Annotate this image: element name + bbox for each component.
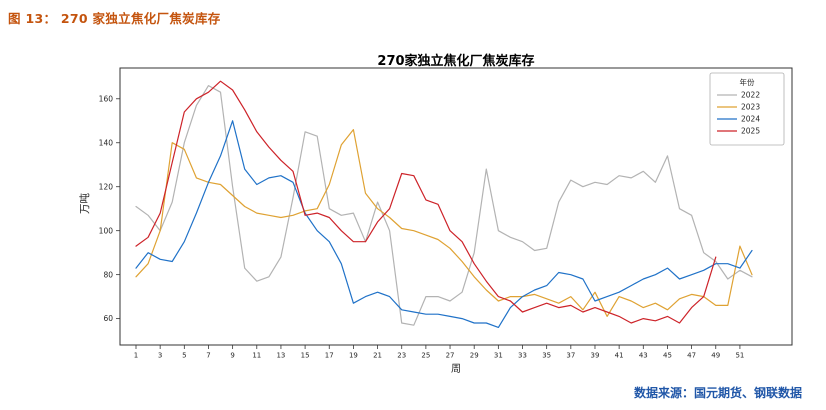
y-tick-label: 160 (99, 94, 114, 103)
figure-caption: 图 13： 270 家独立焦化厂焦炭库存 (8, 11, 221, 26)
x-tick-label: 25 (421, 352, 430, 360)
x-tick-label: 37 (566, 352, 575, 360)
x-tick-label: 43 (639, 352, 648, 360)
x-tick-label: 7 (206, 352, 210, 360)
series-line-2024 (135, 120, 753, 328)
y-tick-label: 140 (99, 138, 114, 147)
y-tick-label: 120 (99, 182, 114, 191)
legend-label-2024: 2024 (741, 115, 760, 124)
x-tick-label: 51 (735, 352, 744, 360)
x-tick-label: 5 (182, 352, 186, 360)
legend-box (709, 72, 785, 146)
x-tick-label: 3 (158, 352, 162, 360)
x-tick-label: 39 (591, 352, 600, 360)
x-tick-label: 1 (134, 352, 138, 360)
legend-label-2025: 2025 (741, 127, 760, 136)
x-tick-label: 49 (711, 352, 720, 360)
x-tick-label: 13 (276, 352, 285, 360)
y-tick-label: 80 (103, 270, 113, 279)
x-tick-label: 19 (349, 352, 358, 360)
series-line-2022 (135, 85, 753, 326)
series-line-2023 (135, 129, 753, 317)
x-tick-label: 35 (542, 352, 551, 360)
data-source-note: 数据来源：国元期货、钢联数据 (633, 386, 802, 400)
x-tick-label: 9 (230, 352, 234, 360)
series-line-2025 (135, 80, 717, 324)
y-tick-label: 60 (103, 314, 113, 323)
axes-frame (119, 67, 793, 346)
x-tick-label: 31 (494, 352, 503, 360)
chart-title: 270家独立焦化厂焦炭库存 (377, 54, 535, 69)
x-tick-label: 47 (687, 352, 696, 360)
legend-title: 年份 (740, 77, 755, 87)
legend-label-2022: 2022 (741, 91, 760, 100)
x-tick-label: 17 (325, 352, 334, 360)
x-tick-label: 33 (518, 352, 527, 360)
x-tick-label: 15 (301, 352, 310, 360)
x-tick-label: 29 (470, 352, 479, 360)
x-tick-label: 41 (615, 352, 624, 360)
x-axis-label: 周 (451, 364, 461, 375)
x-tick-label: 11 (252, 352, 261, 360)
x-tick-label: 27 (446, 352, 455, 360)
y-tick-label: 100 (99, 226, 114, 235)
y-axis-label: 万吨 (79, 193, 91, 214)
x-tick-label: 23 (397, 352, 406, 360)
x-tick-label: 21 (373, 352, 382, 360)
legend-label-2023: 2023 (741, 103, 760, 112)
x-tick-label: 45 (663, 352, 672, 360)
